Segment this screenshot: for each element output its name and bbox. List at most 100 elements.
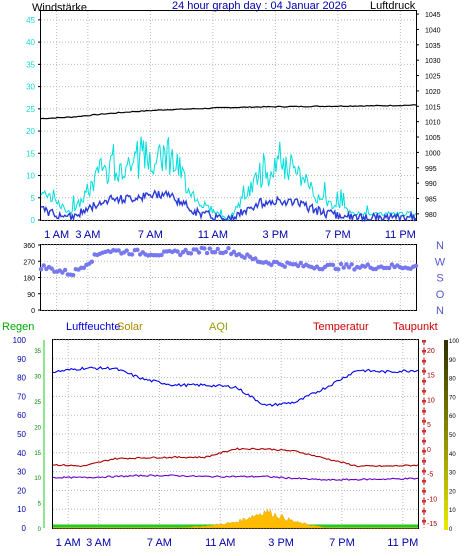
direction-point xyxy=(341,265,346,270)
pressure-line xyxy=(40,104,417,120)
solar-tick-label: 40 xyxy=(449,452,456,458)
temperature-scale-stripe xyxy=(422,390,426,393)
direction-point xyxy=(204,250,210,256)
direction-point xyxy=(330,262,336,268)
direction-point xyxy=(242,255,247,260)
compass-label: N xyxy=(436,305,444,317)
direction-point xyxy=(89,259,95,264)
temperature-tick-label: -5 xyxy=(427,472,433,479)
direction-point xyxy=(196,250,202,255)
temperature-scale-stripe xyxy=(422,360,426,363)
temperature-scale-stripe xyxy=(422,490,426,493)
pressure-tick-label: 1030 xyxy=(425,58,441,65)
direction-point xyxy=(124,248,129,253)
rain-tick-label: 30 xyxy=(34,375,41,381)
wind-tick-label: 25 xyxy=(26,105,35,114)
temperature-tick-label: 5 xyxy=(427,422,431,429)
humidity-line xyxy=(52,366,419,407)
temperature-scale-stripe xyxy=(422,395,426,398)
solar-scale-block xyxy=(444,340,448,350)
x-tick-label: 3 AM xyxy=(75,229,100,241)
wind-pressure-grid xyxy=(41,11,416,221)
direction-point xyxy=(295,263,301,269)
wind-direction-marks xyxy=(38,245,419,278)
legend-temperature: Temperatur xyxy=(313,321,369,333)
solar-scale-block xyxy=(444,490,448,500)
rain-tick-label: 5 xyxy=(38,502,42,508)
direction-point xyxy=(183,247,188,253)
legend-rain: Regen xyxy=(2,321,34,333)
direction-point xyxy=(81,265,87,270)
x-tick-label: 7 PM xyxy=(329,537,355,549)
solar-tick-label: 10 xyxy=(449,508,456,514)
wind-direction-ticks: 0 90 180 270 360 xyxy=(23,243,41,315)
direction-tick-label: 90 xyxy=(27,292,35,299)
temperature-line xyxy=(53,447,419,468)
x-tick-label: 11 AM xyxy=(198,229,228,241)
direction-point xyxy=(207,246,212,251)
direction-point xyxy=(62,267,68,273)
solar-scale-block xyxy=(444,460,448,470)
temperature-scale-stripe xyxy=(422,515,426,518)
direction-point xyxy=(346,265,352,270)
solar-scale-block xyxy=(444,390,448,400)
x-tick-label: 3 AM xyxy=(86,537,111,549)
temperature-scale-stripe xyxy=(422,510,426,513)
humidity-tick-label: 60 xyxy=(17,411,26,420)
x-tick-label: 11 PM xyxy=(385,229,416,241)
temperature-scale-stripe xyxy=(422,385,426,388)
direction-point xyxy=(70,272,76,278)
temperature-scale-stripe xyxy=(422,400,426,403)
temperature-tick-label: 10 xyxy=(427,397,435,404)
temperature-scale-stripe xyxy=(422,500,426,503)
direction-point xyxy=(215,246,220,252)
temperature-scale-stripe xyxy=(422,525,426,528)
direction-point xyxy=(188,251,194,256)
humidity-tick-label: 100 xyxy=(13,336,27,345)
direction-point xyxy=(38,267,44,272)
solar-tick-label: 50 xyxy=(449,433,456,439)
wind-axis-ticks: 0 5 10 15 20 25 30 35 40 45 xyxy=(26,16,41,225)
wind-tick-label: 0 xyxy=(31,216,36,225)
legend-humidity: Luftfeuchte xyxy=(66,321,120,333)
rain-tick-label: 35 xyxy=(34,349,41,355)
pressure-tick-label: 1035 xyxy=(425,43,441,50)
temperature-scale-stripe xyxy=(422,475,426,478)
direction-point xyxy=(269,262,274,268)
wind-axis-title: Windstärke xyxy=(32,2,87,14)
solar-tick-label: 60 xyxy=(449,414,456,420)
x-tick-label: 3 PM xyxy=(268,537,294,549)
direction-point xyxy=(116,248,121,253)
humidity-tick-label: 20 xyxy=(17,486,26,495)
temperature-scale-stripe xyxy=(422,340,426,343)
direction-point xyxy=(365,262,370,267)
compass-label: O xyxy=(436,289,445,301)
climate-marks xyxy=(52,366,419,529)
temperature-tick-label: 0 xyxy=(427,447,431,454)
compass-label: N xyxy=(436,240,444,252)
solar-tick-label: 20 xyxy=(449,489,456,495)
direction-point xyxy=(336,267,341,272)
temperature-scale-stripe xyxy=(422,345,426,348)
pressure-axis-ticks: 980 985 990 995 1000 1005 1010 1015 1020 1025 1030… xyxy=(416,12,441,219)
legend-solar: Solar xyxy=(117,321,143,333)
temperature-tick-label: -15 xyxy=(427,521,437,528)
legend-dewpoint: Taupunkt xyxy=(393,321,438,333)
humidity-tick-label: 10 xyxy=(17,505,26,514)
temperature-scale-stripe xyxy=(422,520,426,523)
temperature-tick-label: -10 xyxy=(427,496,437,503)
pressure-tick-label: 1025 xyxy=(425,74,441,81)
chart-title: 24 hour graph day : 04 Januar 2026 xyxy=(172,0,347,12)
wind-tick-label: 10 xyxy=(26,172,35,181)
direction-point xyxy=(175,249,180,254)
temperature-scale-stripe xyxy=(422,375,426,378)
direction-point xyxy=(231,249,237,254)
humidity-tick-label: 30 xyxy=(17,468,26,477)
temperature-scale-stripe xyxy=(422,370,426,373)
solar-scale-block xyxy=(444,510,448,520)
solar-scale-block xyxy=(444,520,448,530)
temperature-scale-stripe xyxy=(422,380,426,383)
temperature-scale-stripe xyxy=(422,470,426,473)
